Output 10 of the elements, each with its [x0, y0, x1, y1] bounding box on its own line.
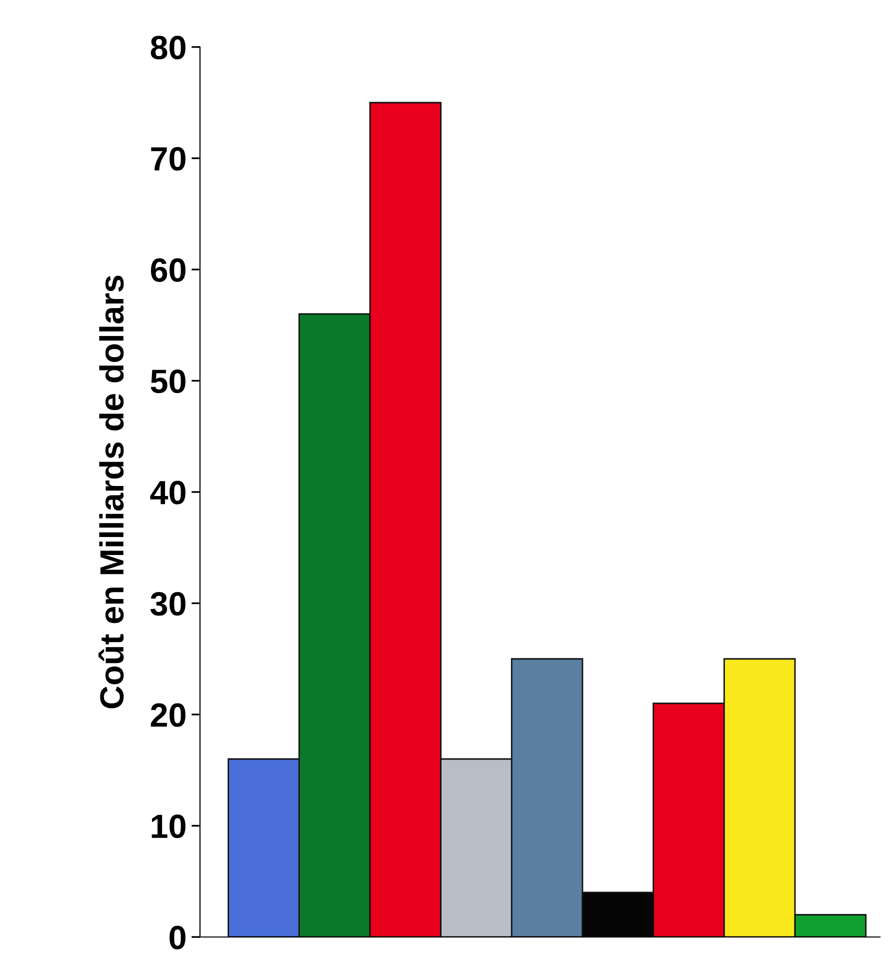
y-tick-label: 40 [150, 480, 186, 504]
y-tick-label: 60 [150, 258, 186, 282]
y-axis-title: Coût en Milliards de dollars [98, 276, 124, 708]
y-tick-label: 10 [152, 814, 186, 838]
y-tick-label: 80 [150, 36, 186, 60]
y-tick-label: 30 [150, 592, 186, 616]
y-tick-label: 50 [150, 370, 186, 394]
y-tick-label: 20 [150, 703, 186, 727]
y-tick-label: 70 [151, 147, 186, 171]
y-tick-label: 0 [170, 926, 186, 950]
